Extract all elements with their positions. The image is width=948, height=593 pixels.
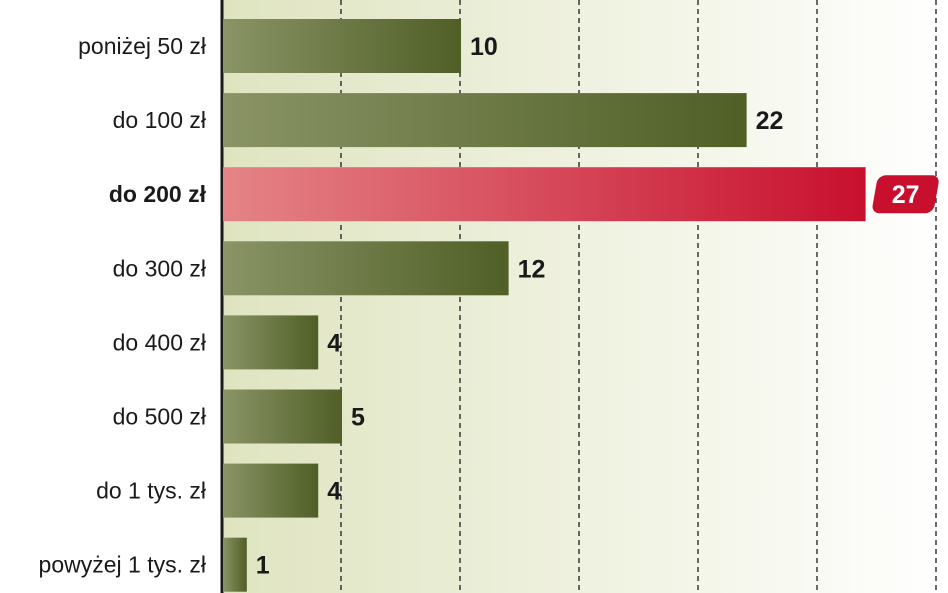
value-label: 4 xyxy=(327,478,341,506)
value-label: 22 xyxy=(756,107,784,135)
bar xyxy=(223,167,866,222)
value-label: 27 xyxy=(892,181,920,209)
bars: 10 22 27 12 4 5 4 1 xyxy=(223,19,939,592)
bar xyxy=(223,463,319,518)
value-badge xyxy=(872,175,939,214)
bar xyxy=(223,93,747,148)
bar xyxy=(223,315,319,370)
category-label: do 400 zł xyxy=(113,329,206,355)
category-label: do 500 zł xyxy=(113,404,206,430)
category-label: do 100 zł xyxy=(113,107,206,133)
value-label: 4 xyxy=(327,329,341,357)
bar xyxy=(223,389,342,444)
bar xyxy=(223,537,247,592)
category-label: poniżej 50 zł xyxy=(78,33,206,59)
value-label: 1 xyxy=(256,552,270,580)
value-label: 5 xyxy=(351,404,365,432)
bar xyxy=(223,241,509,296)
category-label: do 200 zł xyxy=(109,181,207,207)
category-labels: poniżej 50 zł do 100 zł do 200 zł do 300 zł… xyxy=(39,33,207,578)
category-label: do 1 tys. zł xyxy=(96,478,206,504)
value-label: 12 xyxy=(518,255,546,283)
bar xyxy=(223,19,461,73)
category-label: powyżej 1 tys. zł xyxy=(39,552,206,578)
category-label: do 300 zł xyxy=(113,255,206,281)
value-label: 10 xyxy=(470,33,498,61)
